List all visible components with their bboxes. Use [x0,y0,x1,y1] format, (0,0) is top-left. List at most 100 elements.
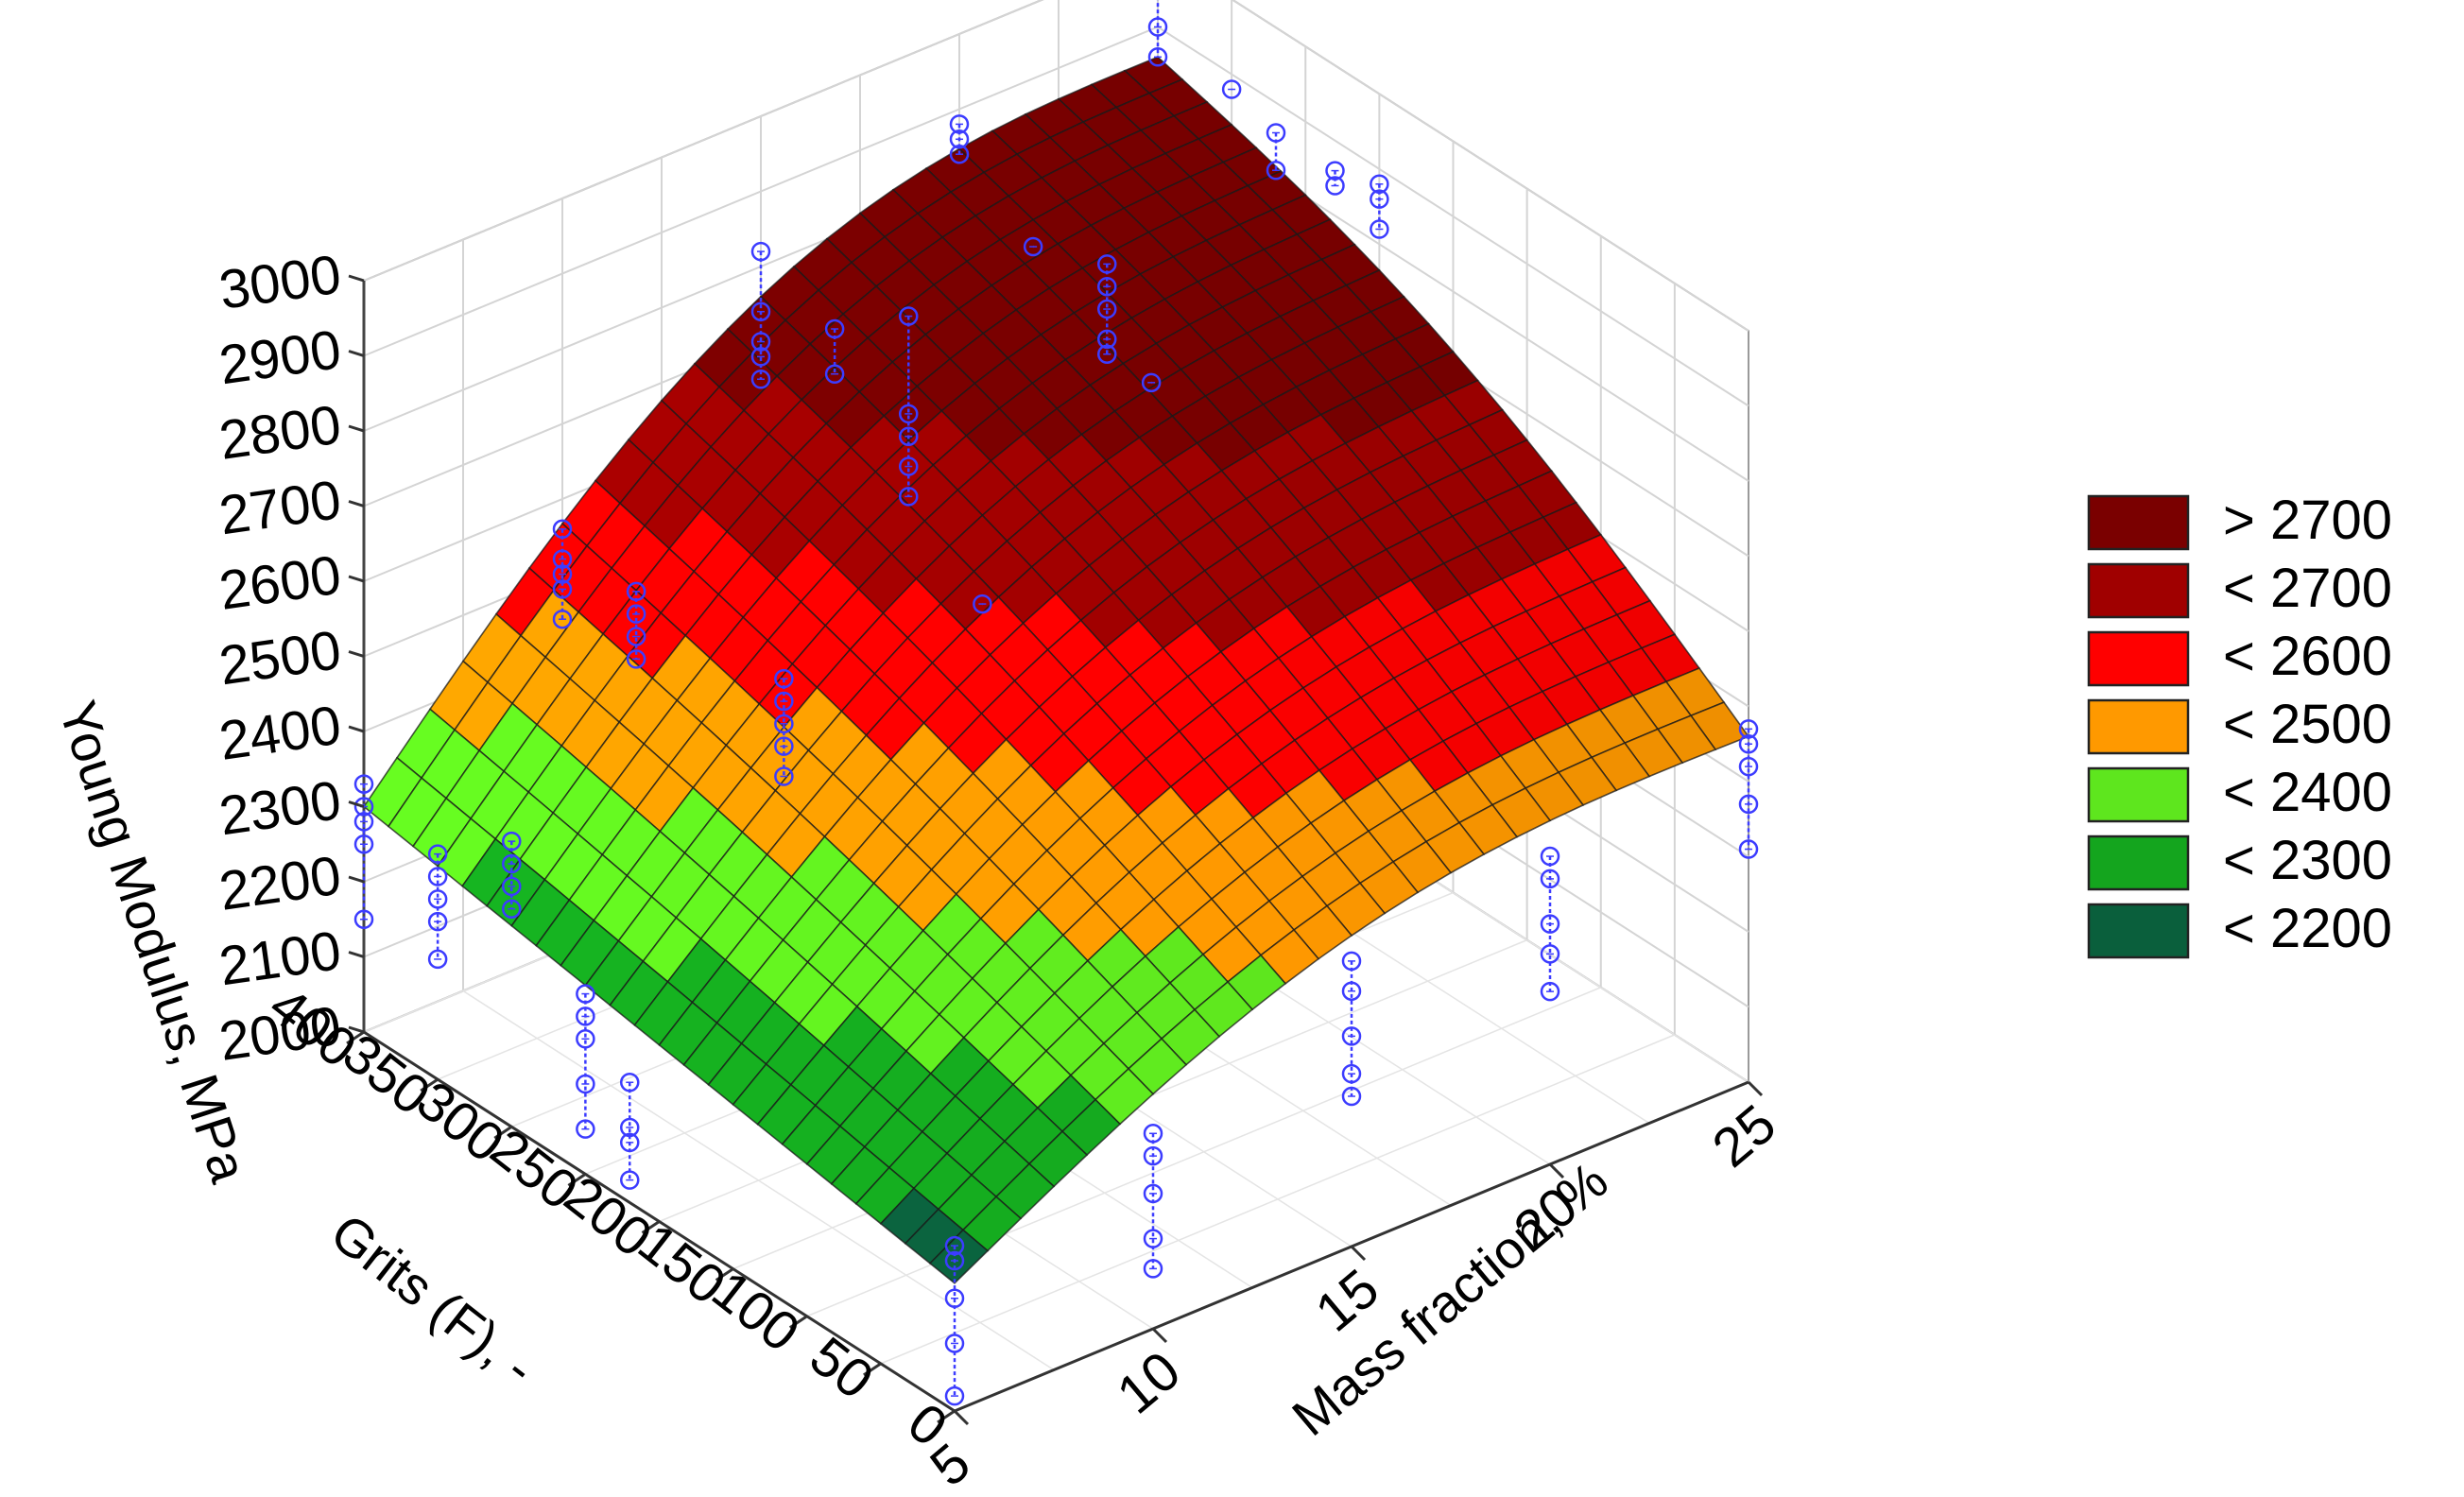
observation-point [626,627,646,646]
z-tick [348,725,365,733]
response-surface [362,56,1750,1284]
observation-point [1341,1026,1362,1046]
observation-point [750,370,771,389]
observation-point [1370,189,1389,209]
observation-point [944,1250,965,1271]
observation-point [774,668,794,689]
observation-point [1370,174,1389,195]
observation-point [1341,1063,1362,1084]
observation-point [502,853,522,874]
observation-point [1023,236,1043,257]
observation-point [774,714,794,734]
observation-point [620,1132,640,1153]
observation-point [899,306,919,326]
observation-point [1143,1229,1163,1248]
observation-point [774,766,794,786]
observation-point [502,899,522,919]
observation-point [899,456,919,476]
observation-point [944,1235,965,1256]
observation-point [427,889,448,909]
z-tick [348,350,365,357]
mass-tick [1350,1245,1367,1262]
observation-point [899,404,919,424]
observation-point [750,332,771,352]
observation-point [576,1119,595,1139]
observation-point [620,1170,640,1190]
observation-point [1325,161,1345,181]
mass-tick-label: 25 [1701,1093,1787,1179]
observation-point [576,1074,595,1094]
z-tick-label: 2100 [215,920,345,997]
grits-tick [420,1077,439,1093]
observation-point [774,691,794,712]
grits-axis-line [363,1030,956,1413]
observation-point [576,1007,595,1026]
z-tick [348,650,365,658]
z-tick-label: 2300 [215,769,345,847]
mass-tick [953,1409,970,1426]
observation-point [1370,219,1389,239]
observation-point [1738,719,1759,739]
z-tick [348,1025,365,1034]
observation-point [899,426,919,446]
legend-label: > 2700 [2223,490,2392,551]
observation-point [944,1334,965,1353]
observation-point [626,649,646,669]
observation-point [1341,951,1362,972]
legend-label: < 2300 [2223,830,2392,891]
observation-point [1540,869,1560,889]
observation-point [1266,123,1286,143]
legend-swatch [2087,562,2190,619]
observation-points [353,0,1759,1406]
observation-point [552,549,573,569]
observation-point [949,129,970,149]
observation-point [502,876,522,897]
z-tick [348,800,365,808]
observation-point [899,487,919,507]
floor-gridline [880,1034,1676,1365]
observation-point [944,1288,965,1308]
observation-point [1540,981,1560,1002]
grits-tick [715,1267,734,1282]
observation-point [626,581,646,602]
mass-tick [1747,1080,1764,1097]
observation-point [427,844,448,864]
observation-point [626,604,646,624]
z-tick-label: 2900 [215,318,345,396]
grits-tick [493,1126,513,1140]
z-tick [348,875,365,884]
observation-point [1143,1124,1163,1144]
observation-point [1540,944,1560,964]
legend-swatch [2087,903,2190,959]
legend-label: < 2500 [2223,694,2392,755]
grits-tick [937,1409,956,1424]
grits-tick [346,1030,365,1045]
observation-point [576,1029,595,1049]
observation-point [973,594,992,614]
z-tick-label: 3000 [215,244,345,321]
observation-point [353,774,374,794]
observation-point [750,241,771,262]
legend-label: < 2600 [2223,626,2392,687]
legend-swatch [2087,835,2190,891]
z-tick-label: 2500 [215,619,345,697]
observation-point [1141,372,1162,393]
z-tick [348,575,365,583]
observation-point [1097,299,1117,319]
observation-point [949,114,970,134]
mass-axis-line [954,1080,1749,1413]
observation-point [620,1117,640,1138]
observation-point [552,579,573,599]
z-tick-label: 2700 [215,469,345,546]
observation-point [427,867,448,886]
z-tick-label: 2600 [215,544,345,622]
observation-point [1540,846,1560,867]
observation-point [620,1073,640,1093]
observation-point [353,835,374,854]
z-tick [348,424,365,433]
observation-point [1341,1086,1362,1107]
observation-point [353,909,374,929]
observation-point [353,797,374,817]
observation-point [1097,254,1117,274]
z-tick [348,500,365,508]
